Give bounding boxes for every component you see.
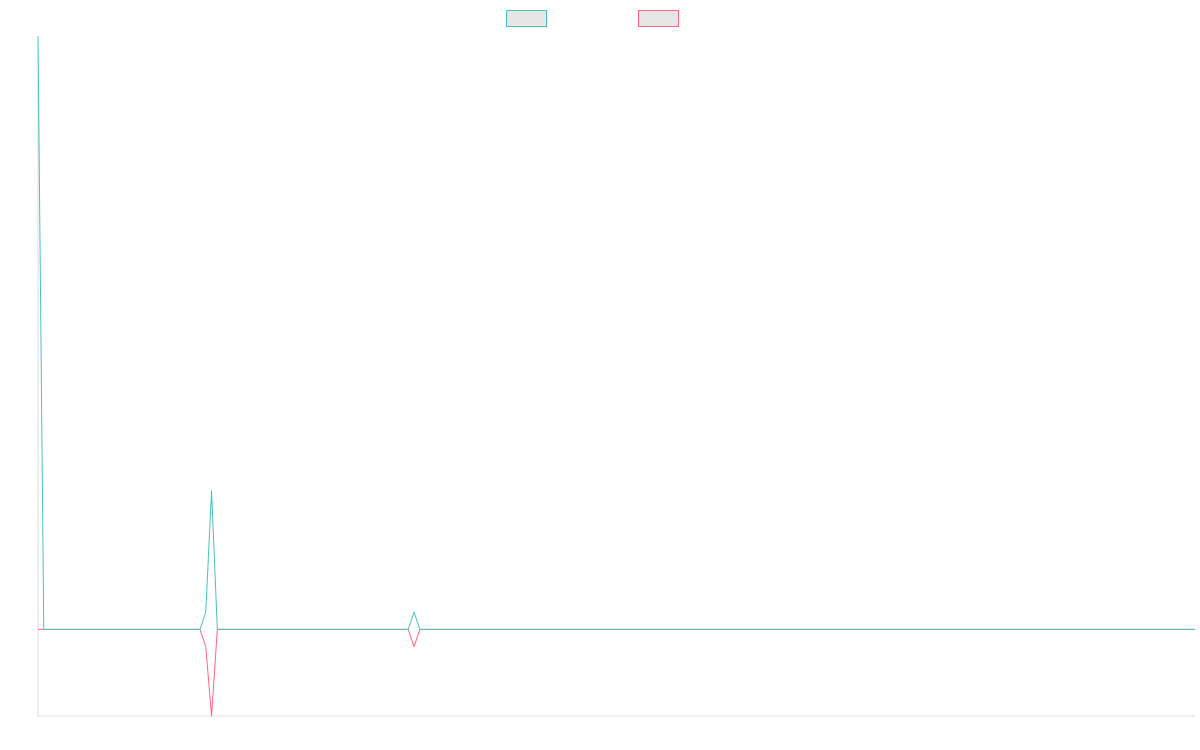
legend <box>506 10 679 27</box>
series-layer <box>37 35 1195 717</box>
axes <box>37 36 1195 717</box>
series-line-2 <box>38 628 1195 717</box>
series-line-1 <box>37 35 1195 630</box>
legend-swatch-2[interactable] <box>638 10 679 27</box>
legend-swatch-1[interactable] <box>506 10 547 27</box>
